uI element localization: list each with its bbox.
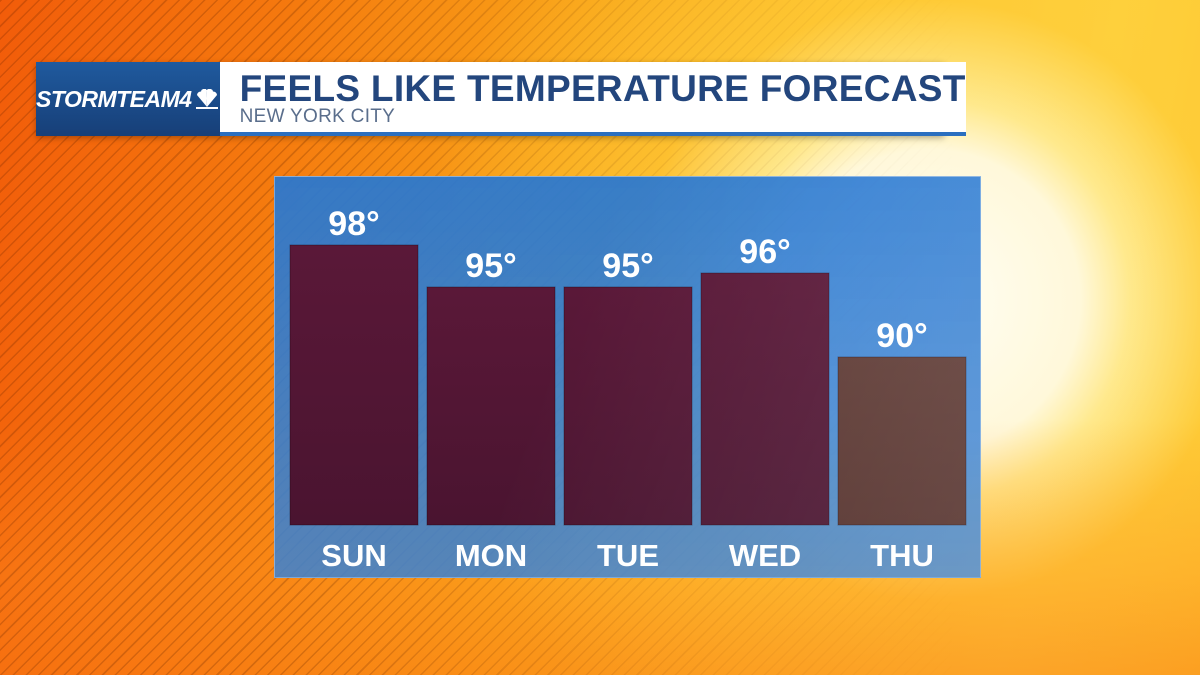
value-label-sun: 98° [328,205,379,243]
nbc-peacock-icon [195,89,218,109]
bar-mon [426,286,556,526]
chart-title: FEELS LIKE TEMPERATURE FORECAST [239,68,966,109]
title-box: FEELS LIKE TEMPERATURE FORECAST NEW YORK… [219,62,966,136]
chart-panel: 98° SUN 95° MON 95° TUE 96° WED 90° THU [274,176,981,578]
bar-sun [289,244,419,526]
category-label-mon: MON [455,538,527,573]
value-label-wed: 96° [739,233,790,271]
header-banner: STORMTEAM4 FEELS LIKE TEMPERATURE FORECA… [36,62,966,136]
bar-thu [837,356,967,526]
category-label-wed: WED [729,538,801,573]
bar-wed [700,272,830,526]
value-label-tue: 95° [602,247,653,285]
value-label-thu: 90° [876,317,927,355]
value-label-mon: 95° [465,247,516,285]
category-label-thu: THU [870,538,934,573]
bar-chart: 98° SUN 95° MON 95° TUE 96° WED 90° THU [289,205,967,573]
category-label-sun: SUN [321,538,386,573]
logo-text: STORMTEAM4 [36,85,192,112]
chart-subtitle: NEW YORK CITY [239,106,396,127]
station-logo: STORMTEAM4 [36,62,220,136]
bar-tue [563,286,693,526]
category-label-tue: TUE [597,538,659,573]
